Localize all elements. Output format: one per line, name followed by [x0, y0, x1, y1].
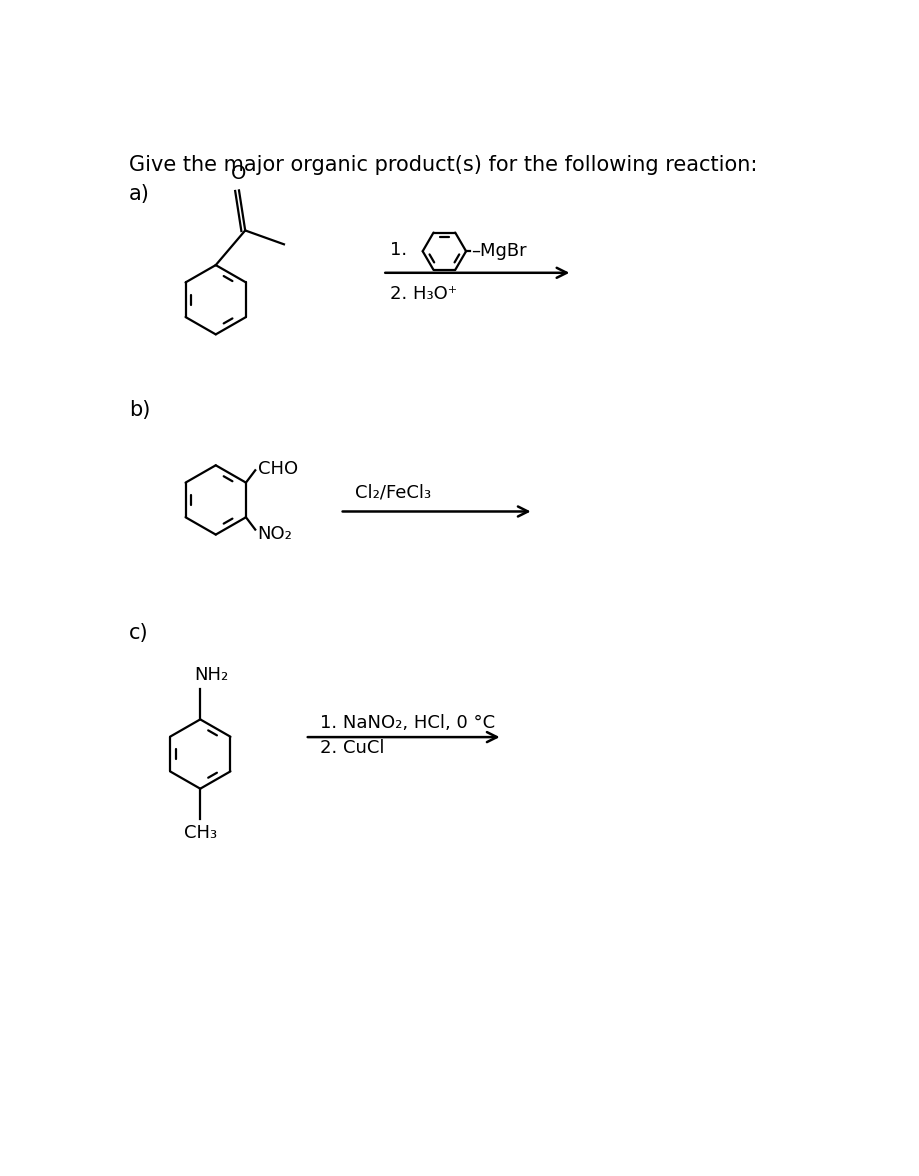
Text: a): a): [129, 185, 150, 205]
Text: b): b): [129, 400, 150, 420]
Text: 1.: 1.: [390, 241, 407, 259]
Text: 2. H₃O⁺: 2. H₃O⁺: [390, 286, 457, 303]
Text: 2. CuCl: 2. CuCl: [320, 739, 384, 757]
Text: O: O: [231, 163, 246, 182]
Text: CHO: CHO: [257, 460, 298, 477]
Text: Cl₂/FeCl₃: Cl₂/FeCl₃: [355, 483, 431, 501]
Text: c): c): [129, 623, 148, 643]
Text: Give the major organic product(s) for the following reaction:: Give the major organic product(s) for th…: [129, 155, 756, 175]
Text: –MgBr: –MgBr: [471, 242, 527, 260]
Text: NO₂: NO₂: [256, 526, 291, 543]
Text: CH₃: CH₃: [184, 824, 217, 842]
Text: 1. NaNO₂, HCl, 0 °C: 1. NaNO₂, HCl, 0 °C: [320, 714, 495, 733]
Text: NH₂: NH₂: [194, 666, 228, 684]
